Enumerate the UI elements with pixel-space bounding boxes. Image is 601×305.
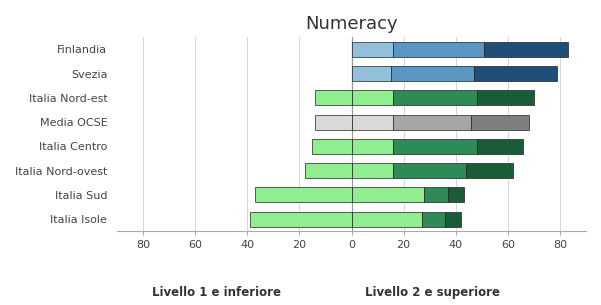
Bar [305,163,352,178]
Bar [477,139,523,154]
Bar [393,139,477,154]
Bar [255,188,352,203]
Bar [393,91,477,106]
Bar [484,42,568,57]
Bar [393,115,471,130]
Bar [466,163,513,178]
Bar [352,188,424,203]
Bar [422,212,445,227]
Bar [393,42,484,57]
Title: Numeracy: Numeracy [305,15,398,33]
Bar [352,115,393,130]
Bar [250,212,352,227]
Bar [391,66,474,81]
Text: Livello 2 e superiore: Livello 2 e superiore [365,286,500,299]
Bar [424,188,448,203]
Bar [315,115,352,130]
Bar [352,163,393,178]
Bar [445,212,461,227]
Text: Livello 1 e inferiore: Livello 1 e inferiore [152,286,281,299]
Bar [315,91,352,106]
Bar [352,212,422,227]
Bar [477,91,534,106]
Bar [352,139,393,154]
Bar [313,139,352,154]
Bar [474,66,557,81]
Bar [352,91,393,106]
Bar [471,115,529,130]
Bar [352,66,391,81]
Bar [393,163,466,178]
Bar [448,188,463,203]
Bar [352,42,393,57]
